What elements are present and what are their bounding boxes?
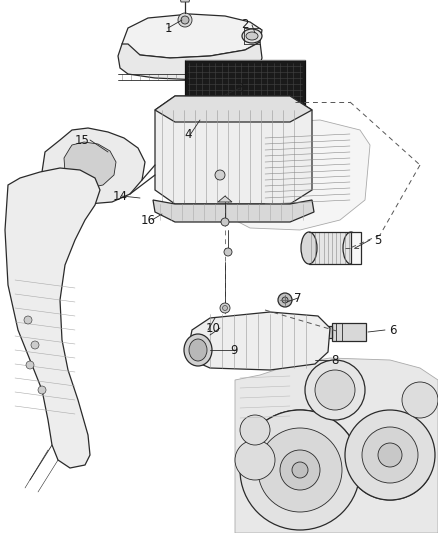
Polygon shape xyxy=(155,96,312,204)
Text: 1: 1 xyxy=(164,21,172,35)
Ellipse shape xyxy=(343,232,359,264)
Polygon shape xyxy=(42,128,145,204)
Ellipse shape xyxy=(246,32,258,40)
Polygon shape xyxy=(185,60,305,120)
Circle shape xyxy=(258,428,342,512)
Circle shape xyxy=(220,303,230,313)
Circle shape xyxy=(221,218,229,226)
Circle shape xyxy=(223,305,227,311)
Polygon shape xyxy=(322,326,332,338)
Polygon shape xyxy=(235,358,438,533)
Polygon shape xyxy=(309,232,351,264)
Polygon shape xyxy=(180,0,190,2)
Text: 15: 15 xyxy=(74,133,89,147)
Circle shape xyxy=(278,293,292,307)
Circle shape xyxy=(345,410,435,500)
Polygon shape xyxy=(64,142,116,188)
Ellipse shape xyxy=(301,232,317,264)
Circle shape xyxy=(178,13,192,27)
Circle shape xyxy=(305,360,365,420)
Text: 6: 6 xyxy=(389,324,397,336)
Text: 7: 7 xyxy=(294,292,302,304)
Circle shape xyxy=(31,341,39,349)
Text: 14: 14 xyxy=(113,190,127,203)
Circle shape xyxy=(280,450,320,490)
Circle shape xyxy=(181,16,189,24)
Circle shape xyxy=(315,370,355,410)
Polygon shape xyxy=(5,168,100,468)
Circle shape xyxy=(378,443,402,467)
Polygon shape xyxy=(188,312,330,370)
Ellipse shape xyxy=(242,29,262,43)
Ellipse shape xyxy=(189,339,207,361)
Circle shape xyxy=(402,382,438,418)
Ellipse shape xyxy=(184,334,212,366)
Circle shape xyxy=(240,415,270,445)
Polygon shape xyxy=(122,14,262,58)
Circle shape xyxy=(282,297,288,303)
Text: 16: 16 xyxy=(141,214,155,227)
Circle shape xyxy=(24,316,32,324)
Text: 3: 3 xyxy=(237,82,244,94)
Polygon shape xyxy=(218,120,370,230)
Circle shape xyxy=(362,427,418,483)
Circle shape xyxy=(38,386,46,394)
Text: 10: 10 xyxy=(205,321,220,335)
Circle shape xyxy=(224,248,232,256)
Polygon shape xyxy=(218,196,232,202)
Text: 9: 9 xyxy=(230,343,238,357)
Text: 2: 2 xyxy=(241,19,249,31)
Circle shape xyxy=(26,361,34,369)
Polygon shape xyxy=(118,42,262,80)
Text: 4: 4 xyxy=(184,128,192,141)
Polygon shape xyxy=(155,96,312,122)
Circle shape xyxy=(240,410,360,530)
Circle shape xyxy=(215,170,225,180)
Polygon shape xyxy=(332,323,366,341)
Text: 8: 8 xyxy=(331,353,339,367)
Text: 5: 5 xyxy=(374,233,381,246)
Circle shape xyxy=(235,440,275,480)
Polygon shape xyxy=(351,232,361,264)
Polygon shape xyxy=(153,200,314,222)
Circle shape xyxy=(292,462,308,478)
